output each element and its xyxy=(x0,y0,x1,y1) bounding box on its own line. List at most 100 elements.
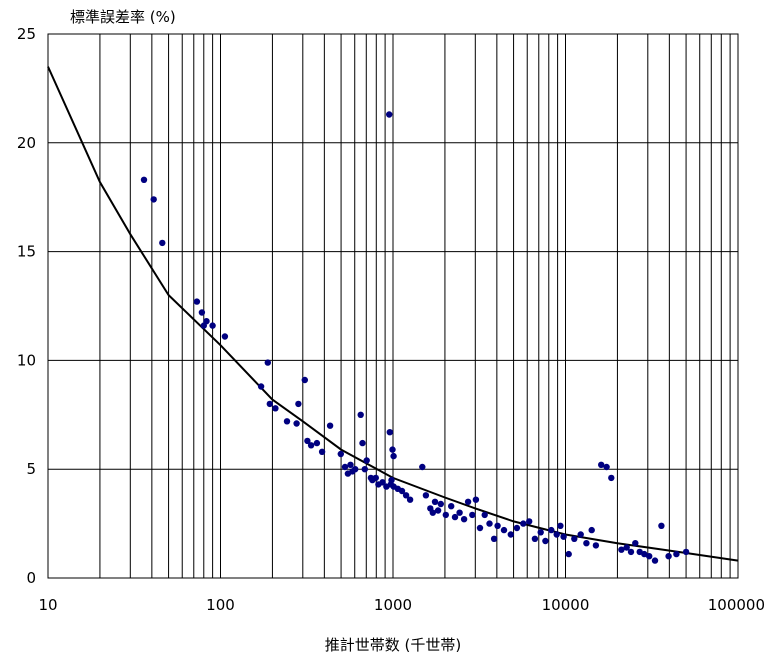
data-point xyxy=(357,411,364,418)
data-point xyxy=(326,422,334,429)
data-point xyxy=(431,498,439,505)
data-point xyxy=(658,522,665,529)
y-axis-title: 標準誤差率 (%) xyxy=(70,8,176,26)
y-tick-label: 5 xyxy=(26,460,36,478)
data-point xyxy=(437,500,444,508)
data-point xyxy=(603,463,610,471)
data-point xyxy=(682,548,690,556)
data-point xyxy=(159,239,166,247)
data-point xyxy=(272,405,279,412)
data-point xyxy=(150,196,157,203)
data-point xyxy=(460,516,468,523)
data-point xyxy=(390,452,397,460)
data-point xyxy=(526,518,533,525)
data-point xyxy=(313,439,321,447)
data-point xyxy=(372,474,379,482)
data-point xyxy=(295,400,302,408)
data-point xyxy=(388,476,395,484)
data-point xyxy=(565,550,572,558)
data-point xyxy=(542,537,549,545)
data-point xyxy=(553,531,560,538)
data-point xyxy=(283,418,291,425)
data-point xyxy=(359,439,366,447)
data-point xyxy=(673,550,680,558)
data-point xyxy=(646,553,653,560)
data-point xyxy=(476,524,484,532)
data-point xyxy=(448,503,455,510)
data-point xyxy=(592,542,600,549)
data-point xyxy=(304,437,311,445)
data-point xyxy=(422,492,430,499)
data-point xyxy=(472,496,480,503)
data-point xyxy=(318,448,326,455)
x-tick-label: 100000 xyxy=(708,596,765,614)
data-point xyxy=(494,522,501,529)
data-point xyxy=(442,511,449,519)
data-point xyxy=(623,544,630,551)
x-axis-title: 推計世帯数 (千世帯) xyxy=(325,636,461,654)
data-point xyxy=(481,511,488,519)
data-point xyxy=(307,442,315,449)
data-point xyxy=(347,461,354,468)
data-point xyxy=(257,383,265,390)
data-point xyxy=(520,520,527,527)
data-point xyxy=(264,359,271,366)
plot-border xyxy=(47,33,739,579)
data-point xyxy=(337,450,344,458)
data-point xyxy=(464,498,472,505)
data-point xyxy=(486,520,493,527)
data-point xyxy=(500,526,508,534)
x-tick-labels: 10 100 1000 10000 100000 xyxy=(38,596,765,614)
data-point xyxy=(583,540,590,547)
data-point xyxy=(456,509,463,516)
data-point xyxy=(632,540,639,547)
data-point xyxy=(548,526,555,534)
y-tick-label: 20 xyxy=(17,134,36,152)
data-point xyxy=(419,463,426,471)
data-point xyxy=(469,511,476,519)
data-point xyxy=(665,553,672,560)
data-point xyxy=(140,176,148,183)
data-point xyxy=(608,474,615,482)
data-point xyxy=(571,535,578,542)
data-point xyxy=(198,309,206,316)
data-point xyxy=(588,526,595,534)
data-point xyxy=(209,322,216,329)
data-point xyxy=(429,509,436,516)
x-tick-label: 10 xyxy=(38,596,57,614)
data-point xyxy=(203,318,210,325)
data-point xyxy=(641,550,648,558)
x-tick-label: 100 xyxy=(206,596,235,614)
data-point xyxy=(618,546,625,553)
data-point xyxy=(301,376,308,384)
data-point xyxy=(390,483,397,490)
data-point xyxy=(193,298,201,305)
data-point xyxy=(513,524,521,532)
data-point xyxy=(451,513,459,521)
y-tick-label: 25 xyxy=(17,25,36,43)
x-tick-label: 10000 xyxy=(542,596,590,614)
data-point xyxy=(386,429,393,436)
y-tick-label: 0 xyxy=(26,569,36,587)
y-tick-labels: 0 5 10 15 20 25 xyxy=(17,25,36,587)
data-point xyxy=(490,535,498,542)
data-point xyxy=(537,529,544,536)
data-points xyxy=(140,111,690,564)
data-point xyxy=(352,466,359,473)
y-tick-label: 10 xyxy=(17,351,36,369)
data-point xyxy=(341,463,349,471)
data-point xyxy=(651,557,659,564)
data-point xyxy=(560,533,567,540)
y-tick-label: 15 xyxy=(17,243,36,261)
data-point xyxy=(293,420,300,427)
data-point xyxy=(557,522,564,529)
data-point xyxy=(627,548,635,556)
data-point xyxy=(598,461,605,468)
data-point xyxy=(221,333,229,340)
data-point xyxy=(386,111,393,118)
data-point xyxy=(577,531,584,538)
data-point xyxy=(363,457,370,464)
data-point xyxy=(402,492,410,499)
data-point xyxy=(379,479,386,486)
